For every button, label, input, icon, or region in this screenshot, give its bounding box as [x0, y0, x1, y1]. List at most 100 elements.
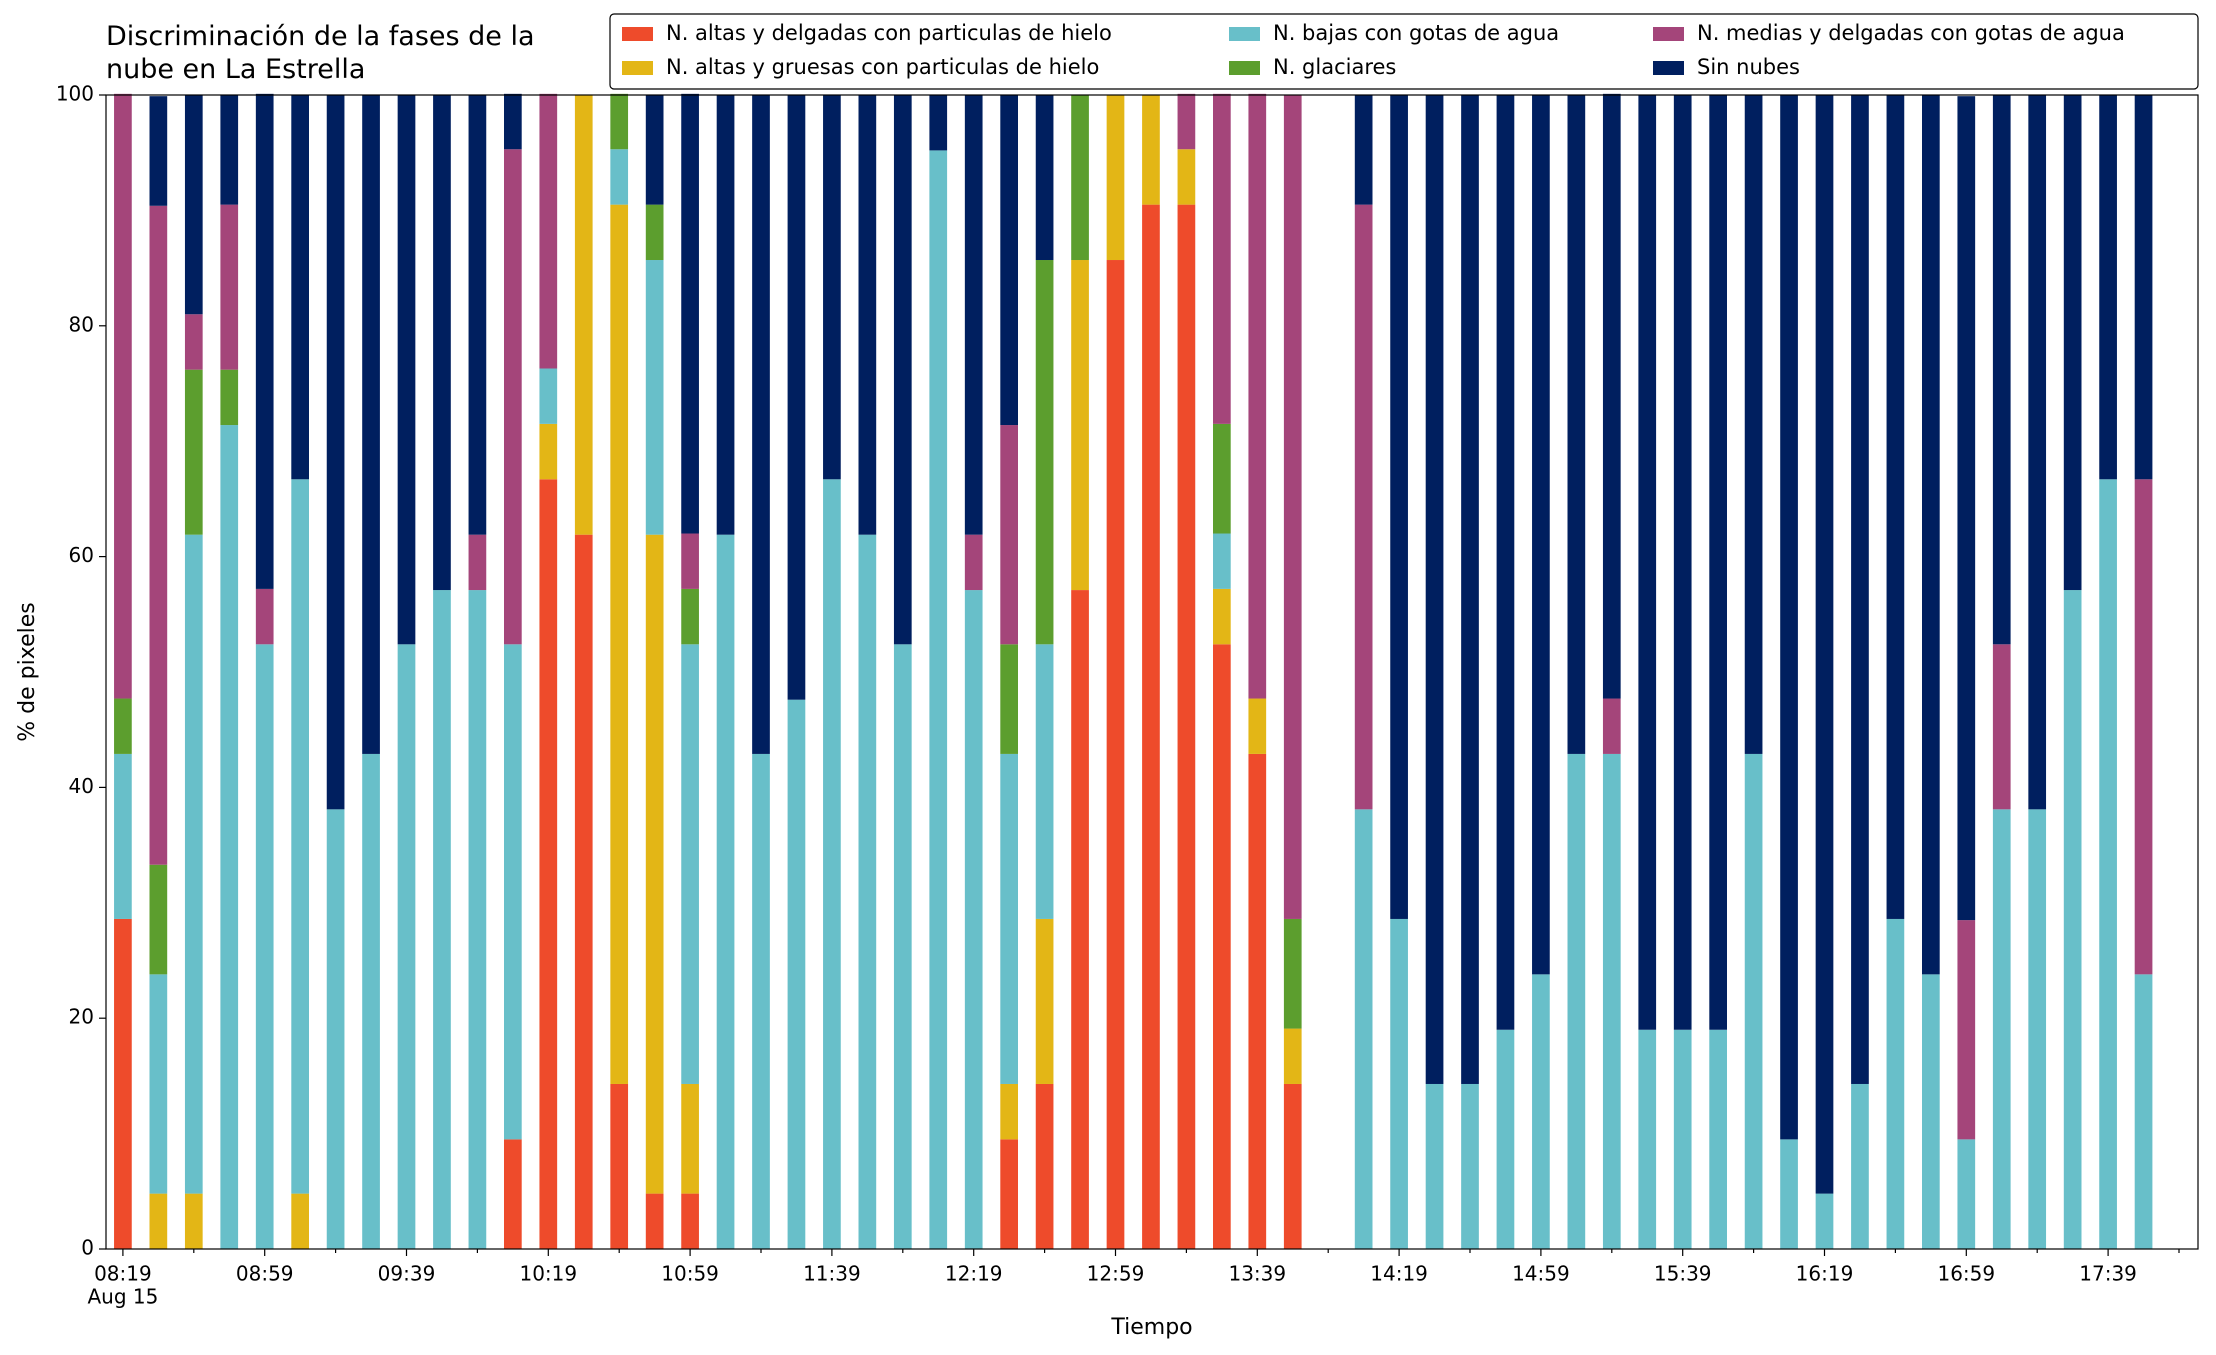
bar-segment — [114, 753, 132, 919]
x-tick-label: 17:39 — [2079, 1262, 2137, 1286]
legend-swatch — [1653, 61, 1684, 75]
bar-segment — [1602, 753, 1621, 1249]
bar-segment — [539, 93, 558, 369]
bar-segment — [2134, 95, 2153, 480]
bar-segment — [1283, 1028, 1302, 1084]
bar-segment — [681, 1083, 699, 1194]
bar-segment — [681, 588, 699, 645]
y-axis-label: % de pixeles — [15, 602, 40, 741]
bar-segment — [681, 93, 699, 534]
x-tick-label: 11:39 — [803, 1262, 861, 1286]
bar-segment — [1815, 1193, 1834, 1249]
bar-segment — [114, 918, 132, 1249]
bar-segment — [1922, 95, 1940, 975]
bar-segment — [2134, 479, 2153, 975]
bar-segment — [1709, 1029, 1727, 1249]
bar-segment — [716, 534, 735, 1249]
bar-segment — [326, 95, 345, 810]
bar-segment — [1390, 918, 1408, 1249]
bar-segment — [1744, 753, 1763, 1249]
bar-segment — [2099, 479, 2117, 1250]
bar-segment — [1815, 95, 1834, 1194]
bar-segment — [1000, 1139, 1018, 1249]
bar-segment — [1390, 95, 1408, 919]
bar-segment — [1425, 1083, 1444, 1249]
bar-segment — [2028, 809, 2047, 1249]
bar-segment — [1177, 93, 1196, 150]
bar-segment — [1461, 95, 1479, 1084]
bar-segment — [468, 534, 487, 591]
bar-segment — [1142, 204, 1160, 1249]
x-tick-label: 16:59 — [1937, 1262, 1995, 1286]
bar-segment — [787, 699, 806, 1249]
bar-segment — [681, 644, 699, 1084]
bar-segment — [149, 96, 168, 206]
bar-segment — [1532, 974, 1550, 1249]
bar-segment — [1283, 1083, 1302, 1249]
bar-segment — [2028, 95, 2047, 810]
bar-segment — [645, 534, 664, 1194]
x-tick-label: 12:59 — [1087, 1262, 1145, 1286]
bar-segment — [1213, 588, 1231, 645]
bar-segment — [184, 1193, 203, 1249]
bar-segment — [964, 534, 983, 591]
bar-segment — [964, 95, 983, 535]
bar-segment — [1354, 204, 1373, 810]
y-tick-label: 100 — [56, 82, 94, 106]
bar-segment — [1425, 95, 1444, 1084]
bar-segment — [1709, 95, 1727, 1030]
bar-segment — [1213, 644, 1231, 1249]
x-tick-label: 14:19 — [1370, 1262, 1428, 1286]
bar-segment — [1035, 644, 1054, 919]
bar-segment — [1071, 260, 1089, 591]
legend-box — [609, 13, 2199, 90]
bar-segment — [504, 1139, 522, 1249]
bar-segment — [858, 95, 877, 535]
bar-segment — [433, 95, 451, 591]
bar-segment — [1673, 1029, 1692, 1249]
bar-segment — [929, 95, 948, 151]
x-tick-label: 09:39 — [378, 1262, 436, 1286]
bar-segment — [397, 95, 416, 645]
bar-segment — [255, 93, 274, 589]
bar-segment — [1886, 918, 1905, 1249]
bar-segment — [255, 644, 274, 1249]
bar-segment — [2134, 974, 2153, 1249]
bar-segment — [1673, 95, 1692, 1030]
bar-segment — [574, 95, 593, 535]
bar-segment — [645, 1193, 664, 1249]
bar-segment — [893, 644, 912, 1249]
bar-segment — [1177, 149, 1196, 205]
bar-segment — [787, 95, 806, 700]
bar-segment — [504, 644, 522, 1140]
bar-segment — [184, 95, 203, 315]
bar-segment — [1106, 95, 1125, 261]
legend-swatch — [1229, 61, 1260, 75]
legend-swatch — [1229, 27, 1260, 41]
bar-segment — [1354, 809, 1373, 1249]
bar-segment — [2063, 590, 2082, 1249]
bar-segment — [362, 95, 380, 754]
legend-label: N. glaciares — [1273, 55, 1396, 79]
chart-title: Discriminación de la fases de la nube en… — [106, 21, 535, 85]
bar-segment — [1000, 1083, 1018, 1140]
bar-segment — [1142, 95, 1160, 205]
bar-segment — [539, 368, 558, 424]
bar-segment — [1283, 918, 1302, 1029]
bar-segment — [220, 369, 239, 426]
bar-segment — [1000, 95, 1018, 426]
bar-segment — [114, 93, 132, 699]
bar-segment — [1638, 1029, 1657, 1249]
bar-segment — [1213, 423, 1231, 534]
bar-segment — [1992, 809, 2011, 1249]
legend-swatch — [622, 27, 653, 41]
bar-segment — [964, 590, 983, 1249]
x-date-label: Aug 15 — [87, 1285, 158, 1309]
y-tick-label: 40 — [69, 774, 94, 798]
bar-segment — [1035, 260, 1054, 645]
bar-segment — [1248, 93, 1267, 699]
bar-segment — [220, 425, 239, 1249]
bar-segment — [291, 1193, 309, 1249]
x-tick-label: 10:59 — [661, 1262, 719, 1286]
